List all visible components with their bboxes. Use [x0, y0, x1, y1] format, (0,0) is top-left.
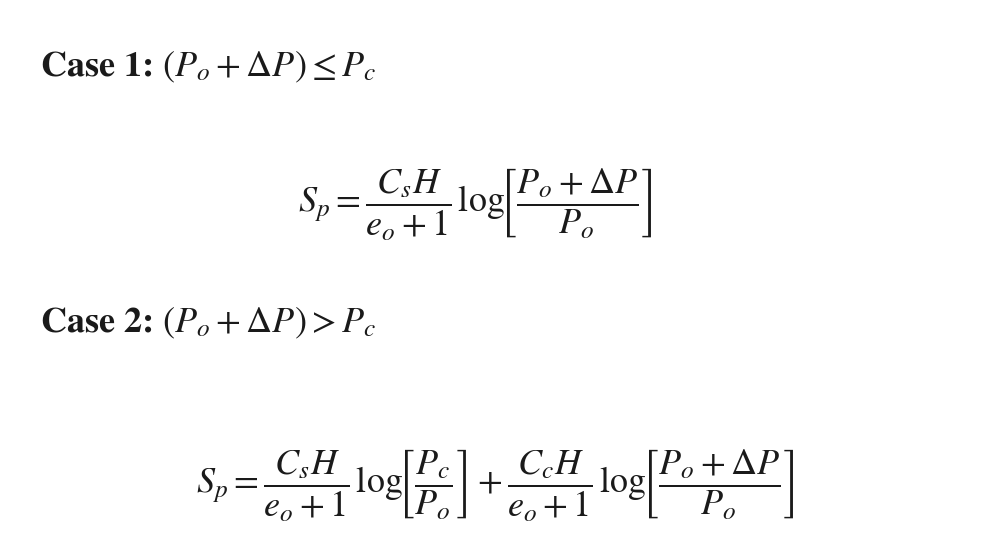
Text: Case 1: $(P_o + \Delta P) \leq P_c$: Case 1: $(P_o + \Delta P) \leq P_c$ [40, 50, 376, 84]
Text: $S_p = \dfrac{C_s H}{e_o + 1}\,\mathrm{log}\!\left[\dfrac{P_o + \Delta P}{P_o}\r: $S_p = \dfrac{C_s H}{e_o + 1}\,\mathrm{l… [298, 166, 653, 242]
Text: Case 2: $(P_o + \Delta P) > P_c$: Case 2: $(P_o + \Delta P) > P_c$ [40, 306, 376, 341]
Text: $S_p = \dfrac{C_s H}{e_o + 1}\,\mathrm{log}\!\left[\dfrac{P_c}{P_o}\right] + \df: $S_p = \dfrac{C_s H}{e_o + 1}\,\mathrm{l… [196, 448, 795, 523]
